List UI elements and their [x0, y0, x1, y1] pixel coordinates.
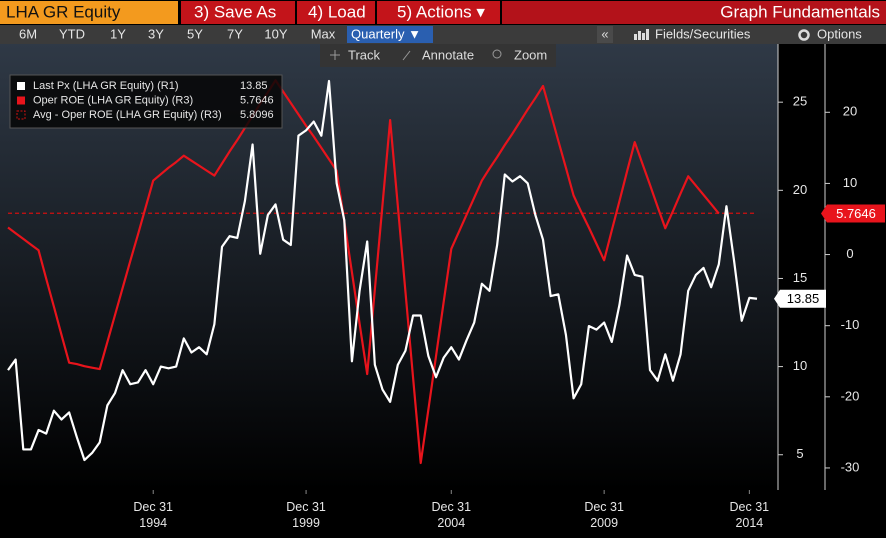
- legend-swatch: [17, 96, 25, 105]
- collapse-box[interactable]: [597, 26, 613, 43]
- period[interactable]: YTD: [59, 26, 85, 41]
- series-line: [7, 79, 720, 465]
- period[interactable]: 6M: [19, 26, 37, 41]
- x-tick-label: Dec 31 2014: [729, 500, 770, 530]
- legend-label: Avg - Oper ROE (LHA GR Equity) (R3): [33, 109, 222, 121]
- period[interactable]: Max: [311, 26, 336, 41]
- frequency[interactable]: Quarterly ▼: [351, 26, 421, 41]
- options-icon: [798, 29, 810, 41]
- tool[interactable]: Annotate: [422, 47, 474, 62]
- period[interactable]: 1Y: [110, 26, 126, 41]
- y-tick-label: 25: [793, 94, 807, 109]
- period[interactable]: 5Y: [187, 26, 203, 41]
- callout-value: 5.7646: [836, 206, 876, 221]
- screen-title: Graph Fundamentals: [720, 2, 880, 21]
- frequency-box[interactable]: [347, 26, 433, 43]
- callout-box: [821, 204, 885, 223]
- title-bar: [502, 1, 886, 24]
- button[interactable]: [377, 1, 500, 24]
- legend-label: Oper ROE (LHA GR Equity) (R3): [33, 94, 193, 106]
- y2-tick-label: 20: [843, 104, 857, 119]
- period-bar: [0, 25, 886, 44]
- series-line: [7, 79, 758, 462]
- callout-value: 13.85: [787, 291, 820, 306]
- legend-value: 5.8096: [240, 109, 274, 121]
- y2-tick-label: -30: [841, 459, 860, 474]
- tool[interactable]: Track: [348, 47, 381, 62]
- period[interactable]: 10Y: [264, 26, 287, 41]
- legend-value: 5.7646: [240, 94, 274, 106]
- legend-swatch: [17, 82, 25, 90]
- x-tick-label: Dec 31 2009: [584, 500, 624, 530]
- y-tick-label: 10: [793, 358, 807, 373]
- y-tick-label: 20: [793, 182, 807, 197]
- callout-box: [774, 289, 826, 308]
- x-tick-label: Dec 31 1999: [286, 500, 326, 530]
- period[interactable]: 7Y: [227, 26, 243, 41]
- period[interactable]: 3Y: [148, 26, 164, 41]
- y2-tick-label: 0: [846, 246, 853, 261]
- legend-swatch: [16, 110, 26, 120]
- button[interactable]: [297, 1, 375, 24]
- button-label[interactable]: 5) Actions ▾: [397, 2, 485, 21]
- options[interactable]: Options: [817, 26, 862, 41]
- x-tick-label: Dec 31 1994: [133, 500, 173, 530]
- tool[interactable]: Zoom: [514, 47, 547, 62]
- fields[interactable]: Fields/Securities: [655, 26, 751, 41]
- collapse[interactable]: «: [601, 26, 608, 41]
- zoom-icon: [492, 49, 502, 59]
- y-tick-label: 5: [796, 446, 803, 461]
- y2-tick-label: -10: [841, 317, 860, 332]
- fields-icon: [634, 29, 649, 40]
- y2-tick-label: -20: [841, 388, 860, 403]
- security[interactable]: LHA GR Equity: [6, 2, 121, 21]
- y2-tick-label: 10: [843, 175, 857, 190]
- annotate-icon: [402, 50, 411, 61]
- legend-box: [9, 74, 283, 129]
- button[interactable]: [181, 1, 295, 24]
- security-box[interactable]: [0, 1, 178, 24]
- legend-label: Last Px (LHA GR Equity) (R1): [33, 80, 179, 92]
- x-tick-label: Dec 31 2004: [431, 500, 472, 530]
- button-label[interactable]: 4) Load: [308, 2, 366, 21]
- track-icon: [330, 50, 340, 60]
- y-tick-label: 15: [793, 270, 807, 285]
- button-label[interactable]: 3) Save As: [194, 2, 276, 21]
- legend-value: 13.85: [240, 80, 268, 92]
